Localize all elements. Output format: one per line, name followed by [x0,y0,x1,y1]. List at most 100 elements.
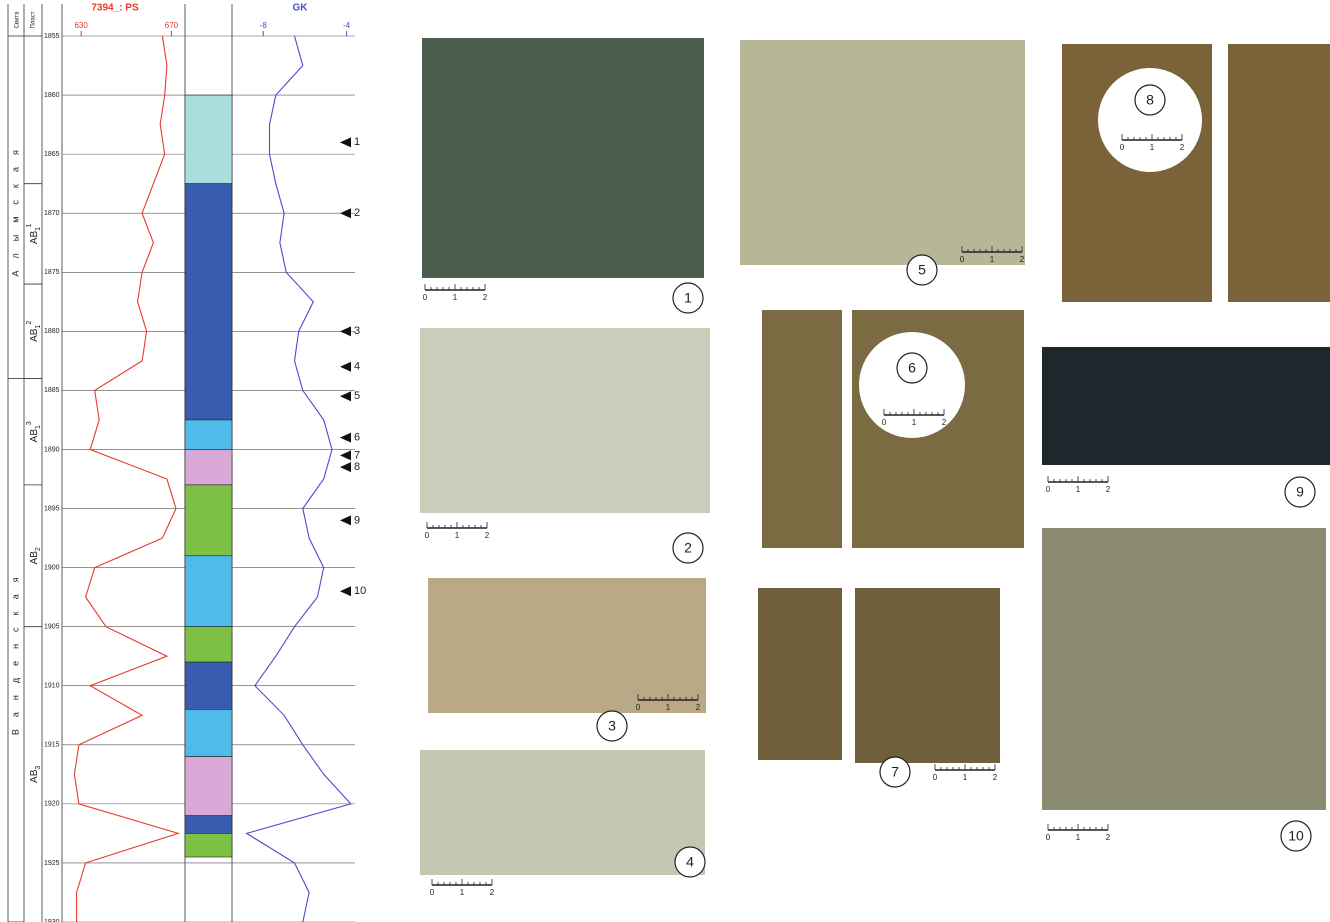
layer-name: АВ [29,429,40,443]
y-tick-label: 1895 [44,505,60,512]
sample-label: 6 [354,432,360,444]
y-tick-label: 1855 [44,33,60,40]
sample-marker [340,326,351,336]
photo-number: 3 [608,718,616,734]
curve-title: GK [293,3,309,14]
core-photo [428,578,706,713]
sample-label: 10 [354,585,366,597]
log-curve [74,36,178,922]
lithology-interval [185,833,232,857]
scale-label: 2 [993,773,998,782]
scale-label: 0 [1120,143,1125,152]
scale-label: 0 [933,773,938,782]
scale-label: 0 [425,531,430,540]
scale-label: 2 [485,531,490,540]
core-photo [420,328,710,513]
y-tick-label: 1920 [44,801,60,808]
layer-name: АВ11 [26,223,42,244]
x-tick-label: 630 [74,21,88,30]
scale-label: 1 [453,293,458,302]
scale-label: 1 [990,255,995,264]
core-photo [1042,528,1326,810]
column-header: Пласт [31,11,37,28]
sample-marker [340,515,351,525]
photo-number: 6 [908,360,916,376]
sample-label: 5 [354,390,360,402]
layer-sub: 3 [35,766,42,770]
scale-label: 2 [696,703,701,712]
sample-marker [340,462,351,472]
scale-label: 2 [483,293,488,302]
figure: СвитаПласт7394_: PSGK630670-8-4185518601… [0,0,1330,922]
layer-name: АВ [29,328,40,342]
lithology-interval [185,95,232,184]
sample-marker [340,362,351,372]
scale-label: 1 [1076,485,1081,494]
lithology-interval [185,420,232,450]
y-tick-label: 1875 [44,269,60,276]
scale-label: 0 [960,255,965,264]
layer-name: АВ12 [26,321,42,342]
scale-label: 0 [423,293,428,302]
sample-marker [340,208,351,218]
sample-marker [340,586,351,596]
y-tick-label: 1900 [44,564,60,571]
scale-label: 0 [430,888,435,897]
scale-label: 1 [460,888,465,897]
sample-label: 4 [354,361,360,373]
lithology-interval [185,757,232,816]
lithology-interval [185,184,232,420]
scale-label: 2 [1106,833,1111,842]
y-tick-label: 1915 [44,742,60,749]
layer-sup: 3 [26,421,33,425]
scale-label: 0 [636,703,641,712]
scale-label: 0 [882,418,887,427]
photo-number: 7 [891,764,899,780]
core-photo [762,310,842,548]
layer-name: АВ [29,769,40,783]
photo-number: 2 [684,540,692,556]
scale-label: 2 [1020,255,1025,264]
sample-marker [340,433,351,443]
sample-marker [340,450,351,460]
layer-name: АВ3 [29,766,42,783]
lithology-interval [185,627,232,662]
scale-label: 2 [1106,485,1111,494]
y-tick-label: 1870 [44,210,60,217]
core-photo [1228,44,1330,302]
y-tick-label: 1890 [44,446,60,453]
formation-name: Ванденская [10,565,20,735]
x-tick-label: -4 [343,21,351,30]
y-tick-label: 1910 [44,683,60,690]
log-curve [247,36,351,922]
photo-number: 5 [918,262,926,278]
scale-label: 1 [1150,143,1155,152]
scale-label: 1 [666,703,671,712]
layer-name: АВ [29,231,40,245]
photo-number: 9 [1296,484,1304,500]
core-photo [740,40,1025,265]
x-tick-label: -8 [260,21,268,30]
core-photo [758,588,842,760]
core-photo [1042,347,1330,465]
lithology-interval [185,449,232,484]
lithology-interval [185,816,232,834]
sample-label: 7 [354,449,360,461]
scale-label: 2 [942,418,947,427]
photo-number: 1 [684,290,692,306]
sample-label: 9 [354,514,360,526]
y-tick-label: 1860 [44,92,60,99]
scale-label: 1 [912,418,917,427]
y-tick-label: 1885 [44,387,60,394]
core-photo [422,38,704,278]
layer-sub: 1 [35,425,42,429]
sample-marker [340,391,351,401]
layer-sup: 1 [26,223,33,227]
scale-label: 1 [1076,833,1081,842]
layer-name: АВ2 [29,547,42,564]
layer-name: АВ [29,551,40,565]
core-photo [420,750,705,875]
scale-label: 2 [1180,143,1185,152]
formation-name: Алымская [10,138,20,276]
lithology-interval [185,709,232,756]
